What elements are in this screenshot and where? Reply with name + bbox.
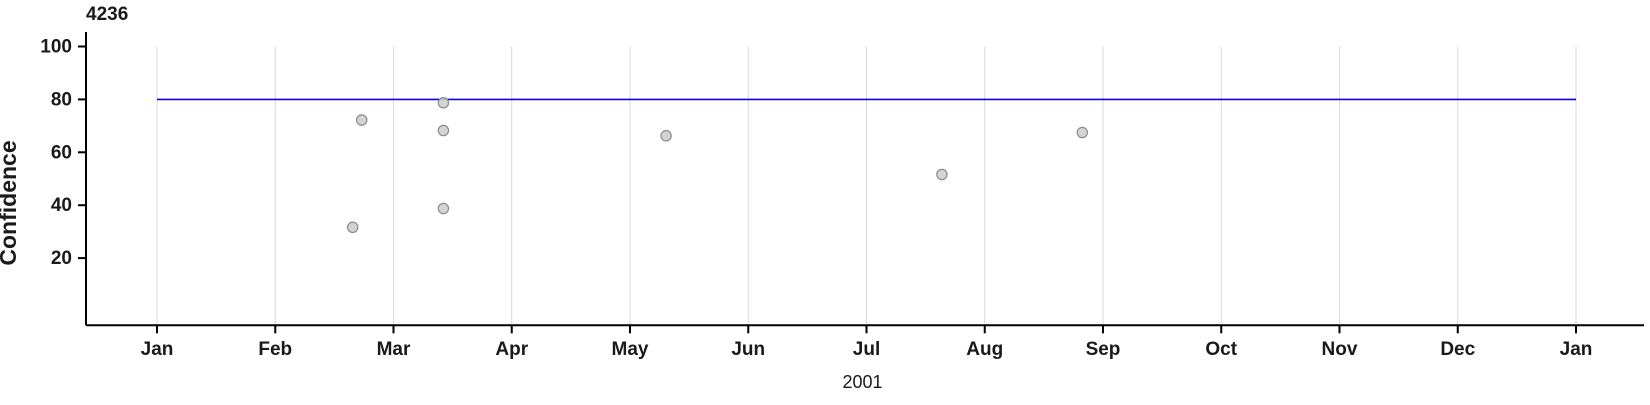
svg-text:Sep: Sep: [1086, 339, 1121, 360]
svg-text:Confidence: Confidence: [0, 140, 21, 265]
svg-text:Aug: Aug: [966, 339, 1003, 360]
svg-text:Apr: Apr: [495, 339, 528, 360]
svg-text:Nov: Nov: [1322, 339, 1358, 360]
svg-text:May: May: [612, 339, 649, 360]
svg-text:4236: 4236: [86, 4, 128, 25]
svg-text:Jun: Jun: [731, 339, 765, 360]
svg-text:Jan: Jan: [1560, 339, 1593, 360]
svg-text:Feb: Feb: [258, 339, 292, 360]
svg-text:Mar: Mar: [377, 339, 411, 360]
svg-text:60: 60: [51, 142, 72, 163]
svg-text:100: 100: [40, 37, 72, 58]
svg-text:20: 20: [51, 248, 72, 269]
svg-text:Oct: Oct: [1205, 339, 1237, 360]
svg-text:80: 80: [51, 89, 72, 110]
svg-text:Jul: Jul: [853, 339, 880, 360]
svg-text:40: 40: [51, 195, 72, 216]
svg-text:Dec: Dec: [1440, 339, 1475, 360]
svg-text:Jan: Jan: [141, 339, 174, 360]
svg-text:2001: 2001: [842, 372, 882, 392]
